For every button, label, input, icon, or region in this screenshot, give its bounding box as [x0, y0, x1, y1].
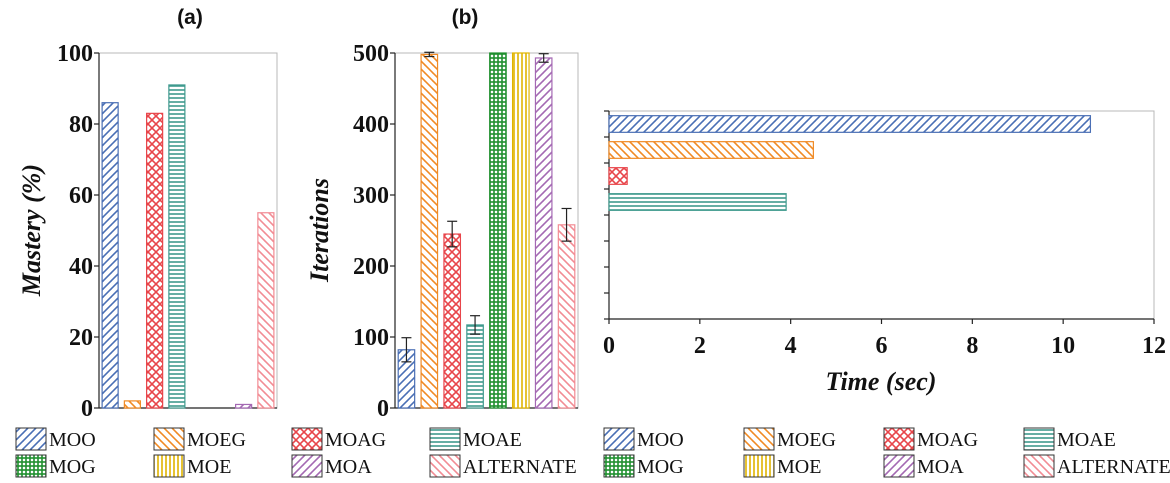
- legend-right-swatch-moeg: [743, 427, 775, 451]
- panel-c-x-tick-label: 2: [694, 333, 706, 359]
- panel-a-plot-frame: [98, 52, 278, 409]
- legend-left-label-moe: MOE: [187, 456, 231, 478]
- legend-right-swatch-moa: [883, 454, 915, 478]
- panel-c-x-ticks: 0 2 4 6 8 10 12: [603, 110, 1166, 359]
- panel-b-bar-alternate: [557, 224, 576, 409]
- legend-left-swatch-moae: [429, 427, 461, 451]
- panel-a-bar-moag: [146, 112, 164, 409]
- legend-left-label-moeg: MOEG: [187, 429, 246, 451]
- legend-left-label-alternate: ALTERNATE: [463, 456, 577, 478]
- panel-a-y-tick-label: 60: [69, 183, 93, 209]
- legend-right: MOO MOEG MOAG MOAE MOG MOE MOA ALTERNATE: [603, 427, 1170, 478]
- legend-right-label-alternate: ALTERNATE: [1057, 456, 1170, 478]
- panel-a-bar-alternate: [257, 212, 275, 409]
- legend-left-label-moo: MOO: [49, 429, 96, 451]
- panel-b-y-tick-label: 400: [353, 112, 389, 138]
- panel-b-title: (b): [452, 6, 479, 29]
- panel-b-y-tick-label: 500: [353, 41, 389, 67]
- legend-left-swatch-moe: [153, 454, 185, 478]
- panel-b-y-tick-label: 0: [377, 396, 389, 422]
- panel-c-x-tick-label: 8: [966, 333, 978, 359]
- legend-right-label-moe: MOE: [777, 456, 821, 478]
- panel-c-bars: [608, 115, 1092, 211]
- legend-right-label-moo: MOO: [637, 429, 684, 451]
- panel-a-y-tick-label: 40: [69, 254, 93, 280]
- panel-b-y-ticks: 0 100 200 300 400 500: [353, 41, 395, 422]
- panel-c-bar-moag: [608, 167, 628, 185]
- legend-right-swatch-alternate: [1023, 454, 1055, 478]
- panel-c-x-tick-label: 12: [1142, 333, 1166, 359]
- legend-right-label-moae: MOAE: [1057, 429, 1116, 451]
- panel-c-x-tick-label: 4: [785, 333, 797, 359]
- panel-a-y-tick-label: 20: [69, 325, 93, 351]
- panel-b-bar-moeg: [420, 53, 439, 409]
- panel-c-bar-moo: [608, 115, 1092, 133]
- legend-left-swatch-moeg: [153, 427, 185, 451]
- panel-c-x-tick-label: 10: [1051, 333, 1075, 359]
- panel-c-time: 0 2 4 6 8 10 12 Time (sec): [603, 110, 1166, 396]
- panel-b-bar-moae: [466, 324, 484, 409]
- legend-right-swatch-moo: [603, 427, 635, 451]
- panel-a-y-tick-label: 100: [57, 41, 93, 67]
- panel-b-bar-moa: [534, 57, 553, 409]
- panel-b-error-bar-moae: [470, 315, 481, 335]
- panel-a-bar-moo: [101, 102, 119, 409]
- panel-b-y-tick-label: 100: [353, 325, 389, 351]
- legend-left: MOO MOEG MOAG MOAE MOG MOE MOA ALTERNATE: [15, 427, 577, 478]
- panel-c-x-tick-label: 6: [876, 333, 888, 359]
- panel-b-error-bar-moo: [401, 337, 412, 363]
- legend-left-swatch-moa: [291, 454, 323, 478]
- panel-b-bar-moag: [443, 233, 462, 409]
- legend-left-label-mog: MOG: [49, 456, 96, 478]
- legend-left-swatch-moag: [291, 427, 323, 451]
- legend-right-label-moa: MOA: [917, 456, 964, 478]
- panel-a-bars: [101, 84, 275, 409]
- legend-left-label-moa: MOA: [325, 456, 372, 478]
- panel-b-y-tick-label: 300: [353, 183, 389, 209]
- legend-left-swatch-moo: [15, 427, 47, 451]
- panel-c-x-axis-title: Time (sec): [826, 367, 937, 396]
- panel-c-x-tick-label: 0: [603, 333, 615, 359]
- legend-right-swatch-moag: [883, 427, 915, 451]
- legend-right-swatch-moae: [1023, 427, 1055, 451]
- legend-left-label-moag: MOAG: [325, 429, 386, 451]
- panel-b-error-bar-moa: [538, 53, 549, 63]
- panel-b-bar-mog: [489, 52, 507, 409]
- panel-a-mastery: (a) Mastery (%) 0 20 40 60 80 100: [17, 6, 278, 422]
- panel-b-iterations: (b) Iterations 0 100 200 300 400 500: [305, 6, 579, 422]
- panel-b-error-bar-moeg: [424, 51, 435, 58]
- panel-b-error-bar-moag: [447, 220, 458, 248]
- panel-b-bars: [397, 51, 576, 409]
- legend-left-swatch-alternate: [429, 454, 461, 478]
- legend-right-label-moeg: MOEG: [777, 429, 836, 451]
- legend-left-label-moae: MOAE: [463, 429, 522, 451]
- panel-b-bar-moe: [511, 52, 530, 409]
- legend-right-label-moag: MOAG: [917, 429, 978, 451]
- panel-a-bar-moae: [168, 84, 186, 409]
- panel-a-bar-moa: [235, 403, 253, 409]
- legend-right-label-mog: MOG: [637, 456, 684, 478]
- panel-c-bar-moeg: [608, 141, 814, 159]
- legend-right-swatch-moe: [743, 454, 775, 478]
- legend-left-swatch-mog: [15, 454, 47, 478]
- panel-a-y-ticks: 0 20 40 60 80 100: [57, 41, 99, 422]
- panel-b-y-tick-label: 200: [353, 254, 389, 280]
- panel-b-y-axis-title: Iterations: [305, 178, 334, 283]
- panel-a-bar-moeg: [123, 400, 141, 409]
- panel-b-error-bar-alternate: [561, 207, 572, 242]
- panel-a-y-tick-label: 0: [81, 396, 93, 422]
- panel-c-bar-moae: [608, 193, 787, 211]
- panel-a-y-tick-label: 80: [69, 112, 93, 138]
- legend-right-swatch-mog: [603, 454, 635, 478]
- panel-a-y-axis-title: Mastery (%): [17, 164, 46, 297]
- panel-a-title: (a): [177, 6, 203, 29]
